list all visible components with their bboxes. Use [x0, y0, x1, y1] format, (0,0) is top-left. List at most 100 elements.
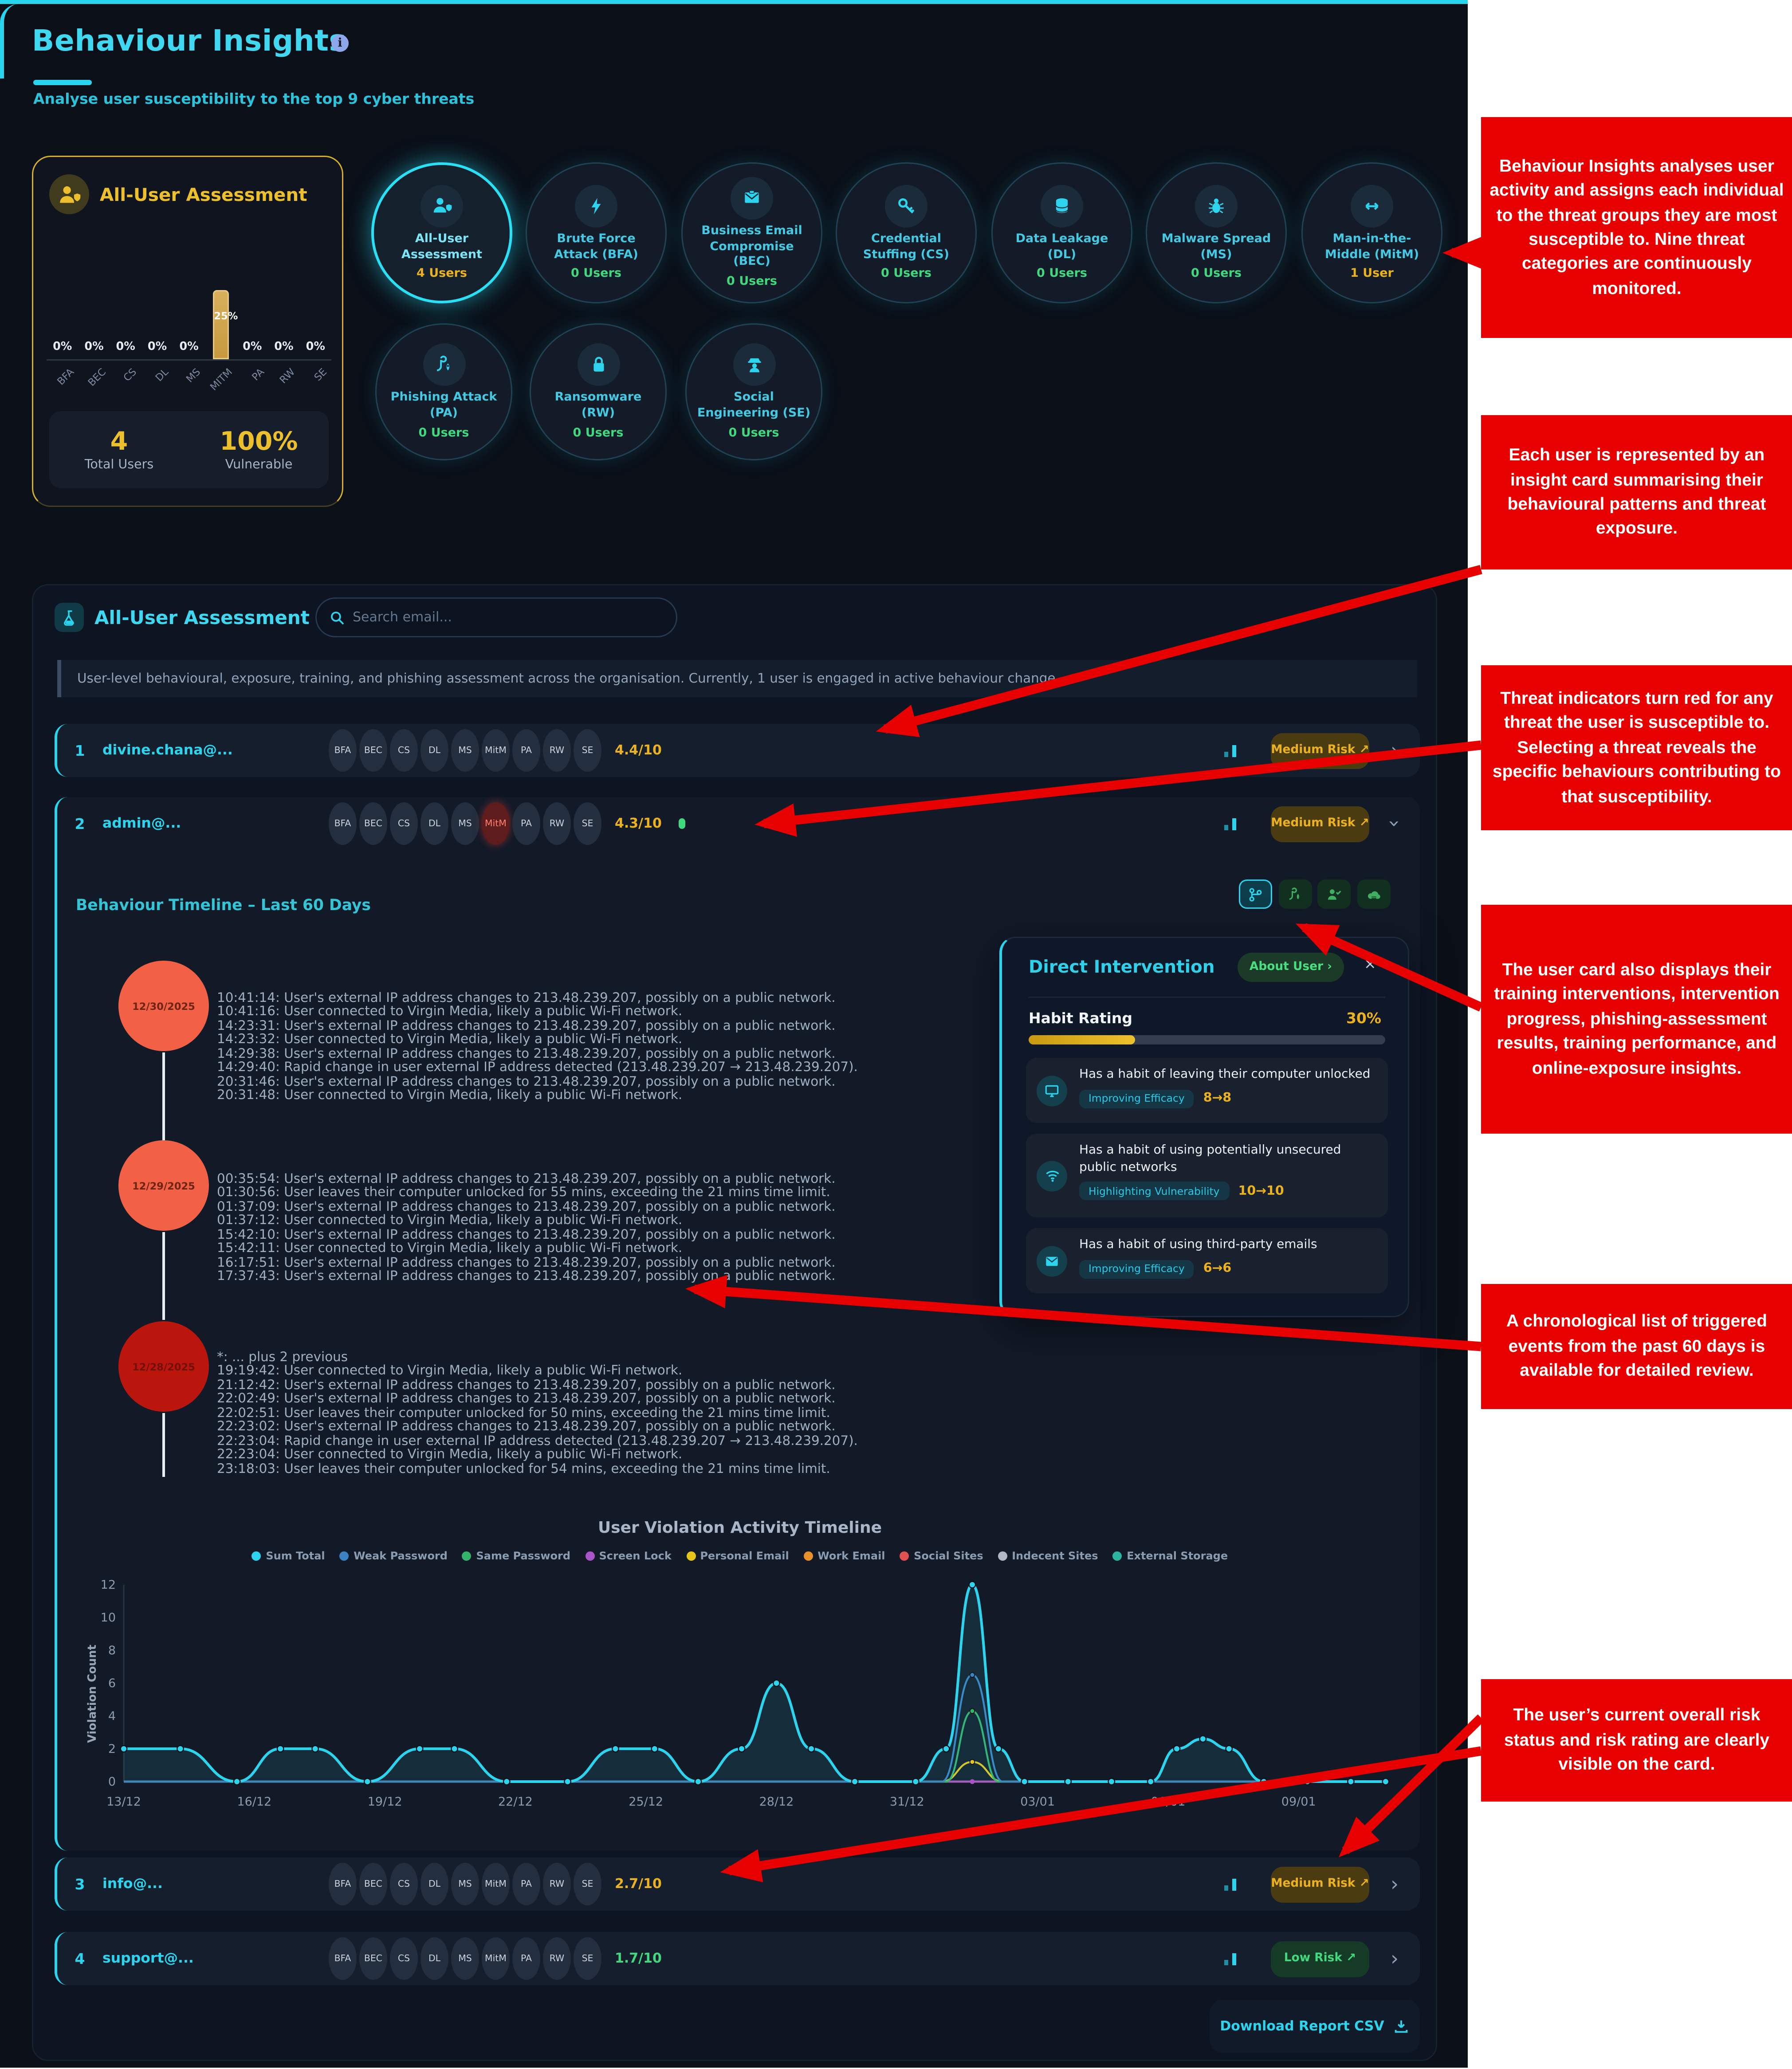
divider	[1029, 997, 1385, 998]
habit-card[interactable]: Has a habit of using third-party emails …	[1026, 1228, 1388, 1293]
info-icon[interactable]: i	[331, 35, 349, 52]
threat-group-ms[interactable]: Malware Spread (MS) 0 Users	[1146, 162, 1287, 303]
legend-item[interactable]: Sum Total	[252, 1550, 325, 1562]
threat-group-rw[interactable]: Ransomware (RW) 0 Users	[530, 323, 667, 460]
threat-badge[interactable]: MS	[451, 802, 479, 845]
user-shield-icon	[49, 174, 89, 214]
legend-item[interactable]: Work Email	[803, 1550, 885, 1562]
threat-badge[interactable]: BEC	[359, 729, 387, 772]
threat-badge[interactable]: BEC	[359, 1937, 387, 1980]
threat-badge[interactable]: PA	[512, 1863, 540, 1905]
threat-badge[interactable]: BFA	[329, 802, 357, 845]
threat-group-all-user[interactable]: All-User Assessment 4 Users	[371, 162, 512, 303]
legend-item[interactable]: Personal Email	[686, 1550, 789, 1562]
legend-item[interactable]: Indecent Sites	[998, 1550, 1098, 1562]
chevron-right-icon[interactable]: ›	[1391, 1947, 1399, 1971]
threat-badge[interactable]: PA	[512, 802, 540, 845]
svg-text:0: 0	[108, 1775, 116, 1789]
threat-badge[interactable]: MitM	[482, 1863, 510, 1905]
timeline-view-button[interactable]	[1239, 879, 1272, 909]
legend-item[interactable]: Same Password	[462, 1550, 570, 1562]
threat-badge[interactable]: CS	[390, 1937, 418, 1980]
phishing-hook-icon	[422, 343, 465, 386]
svg-text:13/12: 13/12	[106, 1795, 141, 1809]
threat-badge[interactable]: PA	[512, 729, 540, 772]
timeline-date-bubble[interactable]: 12/30/2025	[118, 961, 209, 1051]
user-training-button[interactable]	[1317, 879, 1351, 909]
threat-badge[interactable]: DL	[420, 729, 448, 772]
threat-badge[interactable]: RW	[543, 1863, 571, 1905]
search-box[interactable]	[315, 597, 677, 637]
threat-group-se[interactable]: Social Engineering (SE) 0 Users	[685, 323, 822, 460]
threat-badge[interactable]: CS	[390, 729, 418, 772]
search-input[interactable]	[353, 610, 663, 625]
user-row-2[interactable]: 2 admin@... BFA BEC CS DL MS MitM PA RW SE 4.3/1…	[57, 797, 1420, 850]
threat-badge[interactable]: BFA	[329, 1937, 357, 1980]
svg-text:31/12: 31/12	[890, 1795, 924, 1809]
threat-badge[interactable]: DL	[420, 1863, 448, 1905]
threat-badge[interactable]: CS	[390, 802, 418, 845]
legend-item[interactable]: Social Sites	[900, 1550, 983, 1562]
threat-badge[interactable]: SE	[574, 729, 601, 772]
threat-badge-active-mitm[interactable]: MitM	[482, 802, 510, 845]
risk-status-badge[interactable]: Medium Risk ↗	[1271, 805, 1369, 842]
risk-status-badge[interactable]: Low Risk ↗	[1271, 1940, 1369, 1977]
legend-dot	[585, 1551, 595, 1561]
user-row-4[interactable]: 4 support@... BFA BEC CS DL MS MitM PA RW SE 1.7…	[55, 1932, 1420, 1985]
threat-badge[interactable]: RW	[543, 802, 571, 845]
user-row-3[interactable]: 3 info@... BFA BEC CS DL MS MitM PA RW SE 2.7/10…	[55, 1857, 1420, 1911]
threat-badge[interactable]: BFA	[329, 1863, 357, 1905]
threat-badge[interactable]: DL	[420, 1937, 448, 1980]
threat-badge[interactable]: RW	[543, 1937, 571, 1980]
chevron-right-icon[interactable]: ›	[1391, 738, 1399, 762]
habit-card[interactable]: Has a habit of leaving their computer un…	[1026, 1058, 1388, 1123]
threat-badge[interactable]: BEC	[359, 802, 387, 845]
risk-status-badge[interactable]: Medium Risk ↗	[1271, 732, 1369, 769]
threat-badge[interactable]: PA	[512, 1937, 540, 1980]
threat-group-pa[interactable]: Phishing Attack (PA) 0 Users	[375, 323, 512, 460]
legend-item[interactable]: Weak Password	[339, 1550, 448, 1562]
timeline-connector	[162, 1052, 165, 1140]
threat-group-dl[interactable]: Data Leakage (DL) 0 Users	[991, 162, 1132, 303]
summary-stats: 4 Total Users 100% Vulnerable	[49, 411, 329, 488]
legend-item[interactable]: External Storage	[1112, 1550, 1228, 1562]
legend-item[interactable]: Screen Lock	[585, 1550, 672, 1562]
about-user-button[interactable]: About User ›	[1238, 953, 1344, 982]
phishing-view-button[interactable]	[1278, 879, 1312, 909]
threat-badge[interactable]: MS	[451, 729, 479, 772]
chevron-down-icon[interactable]: ›	[1383, 820, 1407, 828]
threat-badge[interactable]: MitM	[482, 1937, 510, 1980]
threat-badge[interactable]: BFA	[329, 729, 357, 772]
timeline-date-bubble[interactable]: 12/28/2025	[118, 1321, 209, 1412]
chevron-right-icon[interactable]: ›	[1391, 1872, 1399, 1896]
timeline-date-bubble[interactable]: 12/29/2025	[118, 1140, 209, 1231]
risk-status-badge[interactable]: Medium Risk ↗	[1271, 1866, 1369, 1902]
threat-badge[interactable]: DL	[420, 802, 448, 845]
threat-badge[interactable]: SE	[574, 802, 601, 845]
threat-badge[interactable]: MS	[451, 1863, 479, 1905]
threat-group-bec[interactable]: Business Email Compromise (BEC) 0 Users	[681, 162, 822, 303]
threat-badge[interactable]: MS	[451, 1937, 479, 1980]
svg-text:25/12: 25/12	[629, 1795, 663, 1809]
svg-text:06/01: 06/01	[1151, 1795, 1185, 1809]
threat-badge[interactable]: CS	[390, 1863, 418, 1905]
svg-text:8: 8	[108, 1644, 116, 1657]
cloud-exposure-button[interactable]	[1356, 879, 1390, 909]
threat-badge[interactable]: BEC	[359, 1863, 387, 1905]
threat-group-mitm[interactable]: Man-in-the-Middle (MitM) 1 User	[1301, 162, 1442, 303]
threat-group-bfa[interactable]: Brute Force Attack (BFA) 0 Users	[526, 162, 667, 303]
search-icon	[331, 611, 344, 624]
threat-badge[interactable]: SE	[574, 1863, 601, 1905]
mini-chart-bar: 25%	[212, 289, 238, 359]
close-icon[interactable]: ×	[1364, 955, 1376, 973]
habit-rating-label: Habit Rating	[1029, 1010, 1132, 1027]
threat-badge[interactable]: RW	[543, 729, 571, 772]
habit-card[interactable]: Has a habit of using potentially unsecur…	[1026, 1134, 1388, 1217]
threat-group-cs[interactable]: Credential Stuffing (CS) 0 Users	[836, 162, 977, 303]
user-row-1[interactable]: 1 divine.chana@... BFA BEC CS DL MS MitM PA RW S…	[55, 724, 1420, 777]
spy-icon	[732, 343, 775, 386]
download-report-button[interactable]: Download Report CSV	[1210, 2000, 1420, 2053]
threat-badge[interactable]: SE	[574, 1937, 601, 1980]
threat-badges: BFA BEC CS DL MS MitM PA RW SE	[329, 802, 601, 845]
threat-badge[interactable]: MitM	[482, 729, 510, 772]
